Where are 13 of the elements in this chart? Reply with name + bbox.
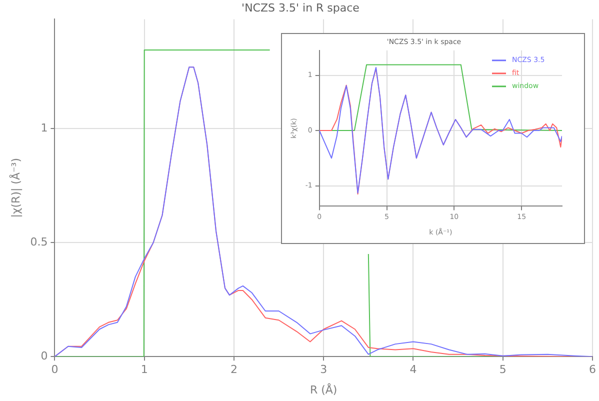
x-tick-label: 5 [499,363,506,376]
y-tick-label: 1 [40,121,48,134]
x-tick-label: 6 [589,363,596,376]
x-tick-label: 0 [51,363,58,376]
x-axis-title: R (Å) [310,382,338,396]
y-tick-label: 0 [40,349,48,362]
y-tick-label: 0.5 [30,235,48,248]
x-tick-label: 1 [140,363,148,376]
x-tick-label: 3 [320,363,328,376]
x-tick-label: 2 [230,363,238,376]
y-axis-title: |χ(R)| (Å⁻³) [8,158,22,218]
x-tick-label: 4 [410,363,417,376]
chart-title: 'NCZS 3.5' in R space [242,1,360,14]
